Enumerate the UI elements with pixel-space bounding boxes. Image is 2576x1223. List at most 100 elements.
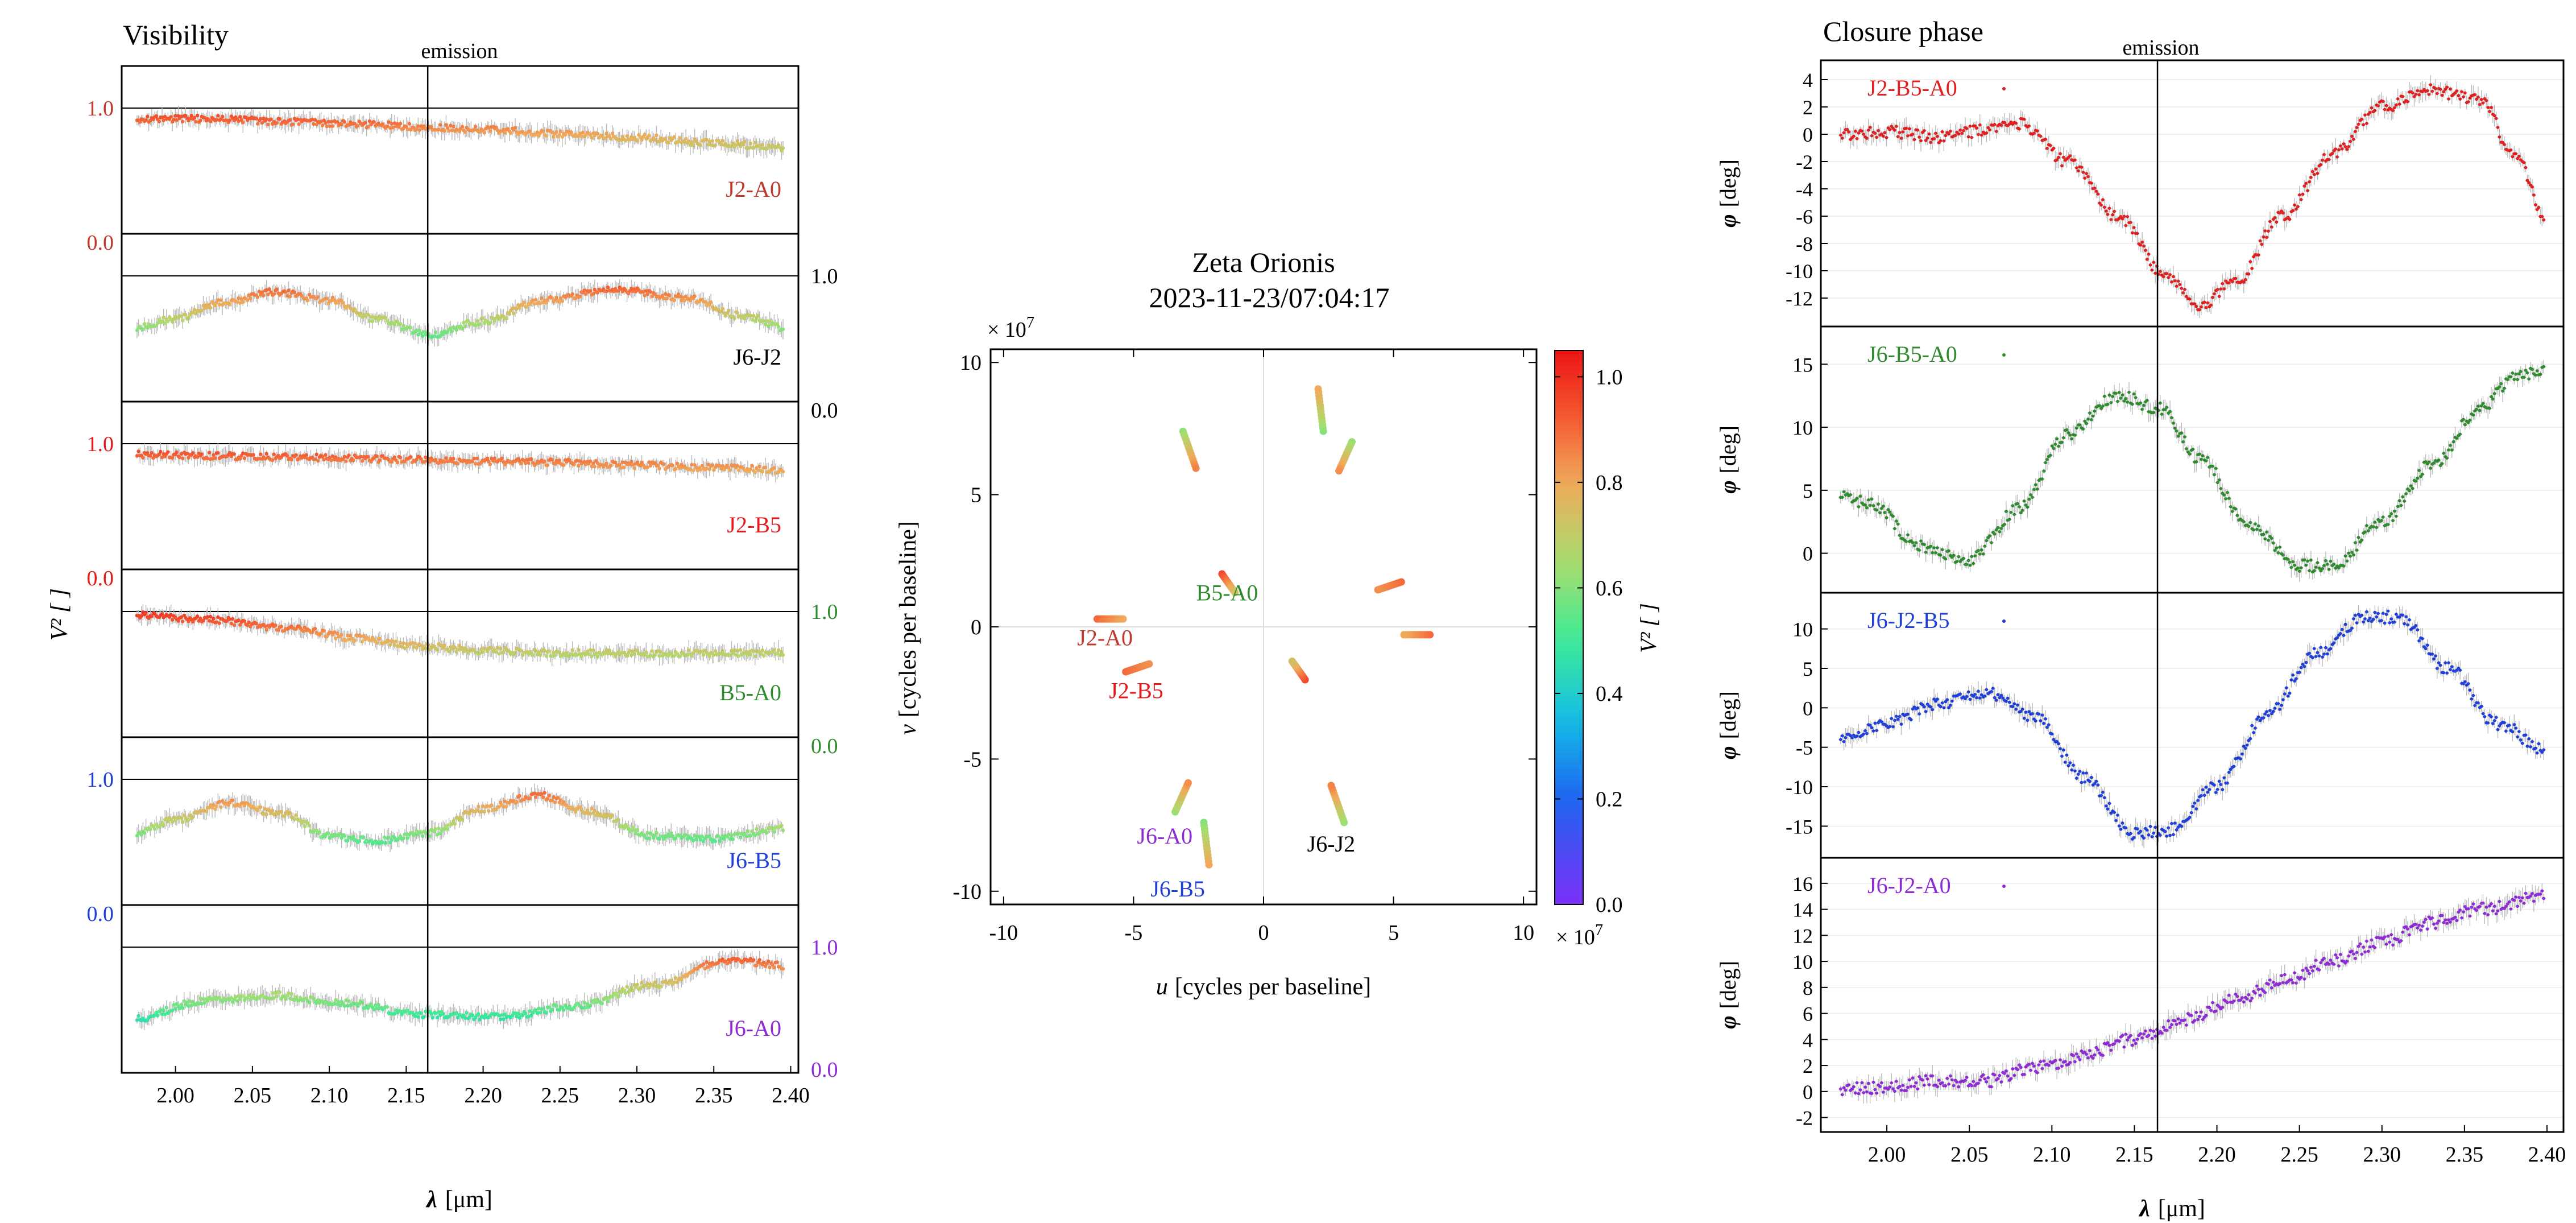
visibility-point (479, 647, 483, 651)
visibility-point (625, 654, 629, 658)
closure-point (2276, 551, 2280, 555)
visibility-point (528, 129, 532, 133)
closure-point (1991, 687, 1995, 690)
visibility-point (442, 643, 446, 647)
closure-point (2421, 637, 2424, 641)
visibility-point (481, 316, 485, 320)
closure-point (2107, 1043, 2111, 1047)
closure-point (1908, 1078, 1911, 1082)
visibility-point (688, 299, 693, 303)
closure-point (1923, 129, 1926, 133)
visibility-point (397, 125, 401, 129)
closure-point (2227, 993, 2231, 997)
visibility-point (662, 296, 666, 300)
closure-point (1932, 546, 1936, 549)
closure-point (2267, 982, 2270, 986)
closure-point (2507, 724, 2511, 727)
closure-point (2209, 303, 2213, 307)
closure-point (2242, 520, 2246, 523)
visibility-point (781, 967, 785, 971)
closure-point (2018, 505, 2021, 509)
visibility-axis-bottom-label: 0.0 (87, 902, 114, 926)
visibility-point (631, 989, 635, 993)
closure-point (2271, 981, 2275, 984)
visibility-point (691, 468, 695, 473)
closure-point (2368, 110, 2372, 114)
visibility-point (635, 828, 640, 832)
visibility-point (284, 997, 288, 1001)
closure-point (2389, 617, 2393, 621)
closure-point (2408, 618, 2411, 622)
visibility-point (644, 650, 648, 654)
closure-point (1939, 553, 1943, 557)
visibility-point (136, 449, 140, 453)
visibility-point (595, 291, 600, 295)
visibility-point (453, 646, 457, 650)
visibility-point (241, 300, 245, 304)
closure-point (1857, 1092, 1861, 1096)
closure-point (1873, 721, 1877, 725)
closure-point (2055, 437, 2059, 441)
visibility-point (175, 118, 179, 122)
closure-point (2159, 833, 2162, 837)
visibility-point (269, 290, 273, 295)
visibility-point (517, 794, 521, 798)
closure-point (2170, 821, 2173, 825)
closure-point (2121, 393, 2124, 397)
closure-point (2401, 495, 2405, 499)
visibility-point (707, 139, 711, 143)
closure-point (2471, 902, 2475, 906)
closure-xlabel-unit: [μm] (2158, 1196, 2205, 1222)
closure-point (2185, 1023, 2188, 1027)
uv-point (1145, 660, 1153, 668)
closure-point (2301, 969, 2305, 972)
closure-point (2081, 171, 2085, 174)
visibility-point (247, 294, 251, 298)
visibility-point (707, 467, 711, 472)
closure-point (2370, 938, 2374, 942)
closure-point (2506, 378, 2509, 381)
closure-point (2356, 122, 2360, 126)
uv-ylabel-unit: [cycles per baseline] (895, 521, 921, 717)
visibility-point (503, 131, 507, 135)
closure-point (2327, 962, 2331, 966)
closure-point (2429, 466, 2433, 470)
closure-point (2479, 704, 2483, 708)
closure-point (2268, 978, 2272, 982)
closure-series-J6-J2-B5 (1839, 609, 2546, 841)
closure-point (2145, 399, 2149, 402)
visibility-point (409, 325, 413, 329)
visibility-point (590, 136, 594, 140)
visibility-point (331, 454, 335, 458)
closure-point (2175, 1022, 2179, 1026)
visibility-point (306, 299, 310, 303)
closure-point (2094, 779, 2098, 783)
visibility-point (229, 621, 233, 626)
visibility-point (520, 1013, 525, 1018)
visibility-point (237, 119, 241, 123)
visibility-point (682, 140, 686, 144)
visibility-point (388, 643, 392, 647)
uv-y-tick-label: -10 (952, 880, 981, 904)
closure-point (2427, 460, 2431, 464)
closure-point (2491, 722, 2495, 725)
closure-point (2050, 732, 2054, 736)
closure-point (1852, 1085, 1856, 1089)
visibility-point (136, 1014, 140, 1018)
closure-point (2132, 226, 2136, 229)
visibility-point (569, 130, 573, 134)
closure-point (2540, 889, 2544, 893)
closure-point (2289, 678, 2293, 682)
visibility-point (285, 294, 289, 298)
closure-point (1975, 696, 1978, 700)
closure-point (2509, 375, 2513, 379)
closure-point (2408, 489, 2411, 493)
closure-point (2150, 268, 2154, 272)
closure-point (2027, 497, 2031, 501)
visibility-point (553, 462, 557, 466)
closure-point (2127, 390, 2131, 394)
visibility-point (510, 462, 515, 466)
visibility-point (347, 637, 351, 642)
closure-point (2484, 99, 2488, 102)
closure-point (2093, 187, 2097, 190)
